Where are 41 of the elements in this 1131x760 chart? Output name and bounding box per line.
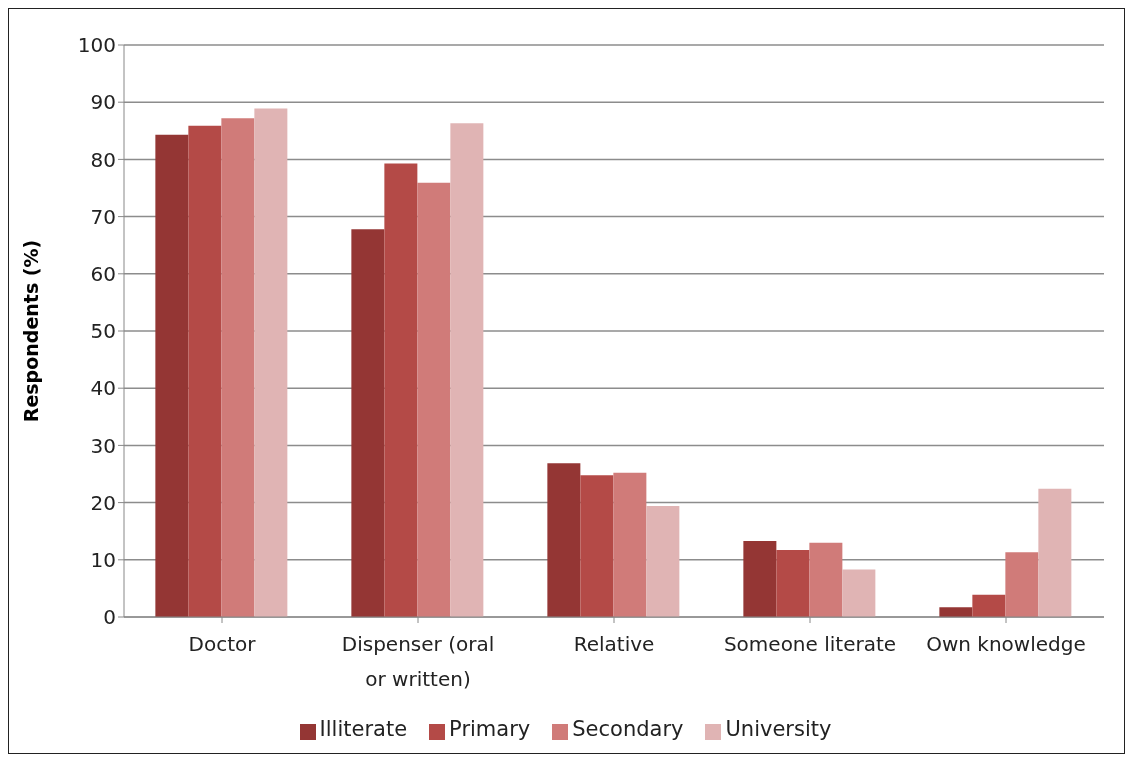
bar xyxy=(1005,552,1039,617)
y-tick-label: 90 xyxy=(90,90,116,115)
y-tick-label: 50 xyxy=(90,319,116,344)
y-tick-label: 100 xyxy=(77,33,116,58)
y-tick-label: 20 xyxy=(90,490,116,515)
bar xyxy=(842,569,876,617)
y-tick-label: 10 xyxy=(90,547,116,572)
x-tick-label: Doctor xyxy=(188,632,257,656)
bar xyxy=(939,607,973,617)
bar xyxy=(351,229,385,617)
x-tick-label: Dispenser (oral or written) xyxy=(341,632,495,691)
bar xyxy=(809,542,843,617)
bar xyxy=(776,550,810,617)
bar xyxy=(188,125,222,617)
bar xyxy=(254,108,288,617)
bar xyxy=(547,463,581,617)
bar xyxy=(580,475,614,617)
bar xyxy=(155,134,189,617)
legend-label: Illiterate xyxy=(319,717,408,741)
bar xyxy=(646,506,680,617)
x-tick-label: Relative xyxy=(573,632,655,656)
y-tick-label: 70 xyxy=(90,204,116,229)
bar xyxy=(384,163,418,617)
legend-label: Secondary xyxy=(572,717,684,741)
bar xyxy=(972,594,1006,617)
legend-label: Primary xyxy=(449,717,531,741)
y-tick-label: 0 xyxy=(103,605,116,630)
x-tick-label: Someone literate xyxy=(723,632,897,656)
bar xyxy=(613,472,647,617)
y-tick-label: 60 xyxy=(90,261,116,286)
y-axis-title: Respondents (%) xyxy=(19,239,42,423)
legend-label: University xyxy=(725,717,832,741)
bar xyxy=(221,118,255,617)
y-tick-label: 80 xyxy=(90,147,116,172)
bar xyxy=(1038,488,1072,617)
y-tick-label: 40 xyxy=(90,376,116,401)
bar xyxy=(743,540,777,617)
x-tick-label: Own knowledge xyxy=(926,632,1086,656)
bar xyxy=(450,123,484,617)
bar xyxy=(417,182,451,617)
y-tick-label: 30 xyxy=(90,433,116,458)
